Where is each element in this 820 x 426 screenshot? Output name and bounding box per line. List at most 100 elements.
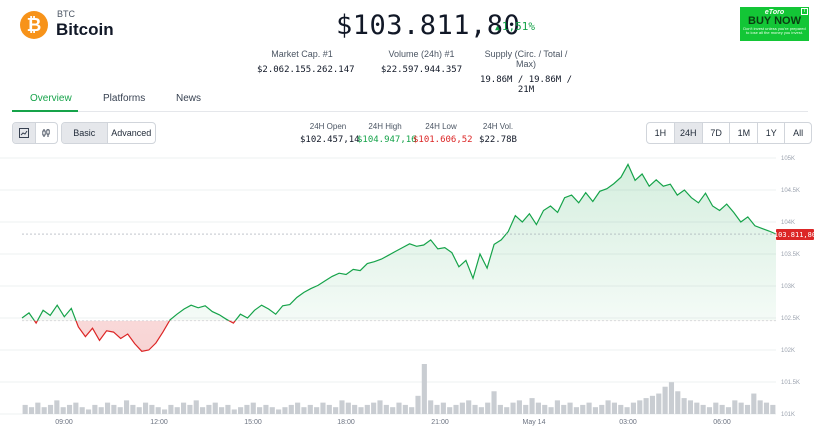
volume-bar bbox=[212, 402, 218, 414]
timeframe-7d-button[interactable]: 7D bbox=[703, 123, 731, 143]
volume-bar bbox=[599, 404, 605, 414]
stat-label: Supply (Circ. / Total / Max) bbox=[484, 49, 568, 69]
volume-bar bbox=[757, 400, 763, 414]
timeframe-1m-button[interactable]: 1M bbox=[730, 123, 759, 143]
ad-cta[interactable]: BUY NOW bbox=[748, 15, 801, 27]
price-change: ▲ 1,51% bbox=[495, 20, 535, 33]
volume-bar bbox=[28, 407, 35, 414]
volume-bar bbox=[225, 404, 231, 414]
volume-bar bbox=[47, 404, 54, 414]
volume-bar bbox=[510, 402, 516, 414]
volume-bar bbox=[98, 407, 104, 414]
ohlc-label: 24H High bbox=[368, 122, 402, 131]
volume-bar bbox=[548, 407, 554, 414]
y-axis-tick-label: 104.5K bbox=[781, 188, 800, 194]
volume-bar bbox=[326, 404, 332, 414]
volume-bar bbox=[155, 407, 161, 414]
volume-bar bbox=[580, 404, 586, 414]
volume-bar bbox=[333, 407, 339, 414]
volume-bar bbox=[706, 407, 713, 414]
volume-bar bbox=[136, 407, 142, 414]
mode-advanced-button[interactable]: Advanced bbox=[111, 128, 152, 138]
volume-bar bbox=[643, 398, 649, 414]
timeframe-1h-button[interactable]: 1H bbox=[647, 123, 675, 143]
volume-bar bbox=[41, 407, 47, 414]
ohlc-value: $104.947,16 bbox=[357, 135, 417, 145]
volume-bar bbox=[288, 404, 294, 414]
volume-bar bbox=[713, 402, 719, 414]
timeframe-24h-button[interactable]: 24H bbox=[674, 123, 703, 143]
volume-bar bbox=[592, 407, 598, 414]
volume-bar bbox=[523, 404, 529, 414]
volume-bar bbox=[377, 400, 383, 414]
volume-bar bbox=[656, 393, 662, 414]
volume-bar bbox=[345, 402, 351, 414]
stat-value: $2.062.155.262.147 bbox=[257, 65, 355, 75]
candlestick-icon[interactable] bbox=[36, 123, 58, 143]
x-axis-tick-label: May 14 bbox=[523, 419, 546, 426]
volume-bar bbox=[200, 407, 206, 414]
volume-bar bbox=[35, 402, 41, 414]
area-fill-down bbox=[34, 320, 236, 352]
volume-bar bbox=[22, 404, 28, 414]
line-chart-icon[interactable] bbox=[13, 123, 36, 143]
current-price: $103.811,80 bbox=[336, 10, 521, 41]
stat-supply: Supply (Circ. / Total / Max) 19.86M / 19… bbox=[477, 49, 575, 95]
up-arrow-icon: ▲ bbox=[495, 23, 500, 32]
volume-bar bbox=[79, 407, 85, 414]
volume-bar bbox=[529, 398, 535, 414]
ad-choices-icon[interactable]: i bbox=[801, 8, 808, 15]
volume-bar bbox=[54, 400, 60, 414]
x-axis-tick-label: 18:00 bbox=[337, 419, 355, 426]
volume-bar bbox=[624, 407, 630, 414]
volume-bar bbox=[573, 407, 579, 414]
volume-bar bbox=[117, 407, 123, 414]
volume-bar bbox=[339, 400, 345, 414]
tab-overview[interactable]: Overview bbox=[30, 93, 72, 104]
volume-bar bbox=[630, 402, 637, 414]
volume-bar bbox=[738, 402, 744, 414]
ad-disclaimer: Don't invest unless you're prepared to l… bbox=[743, 26, 806, 35]
price-chart[interactable]: 105K 104.5K 104K 103.5K 103K 102.5K 102K 101.5K… bbox=[0, 148, 820, 426]
volume-bar bbox=[307, 404, 313, 414]
volume-bar bbox=[694, 402, 700, 414]
mode-basic-button[interactable]: Basic bbox=[62, 123, 108, 143]
volume-bar bbox=[238, 407, 244, 414]
volume-bar bbox=[763, 402, 770, 414]
chart-type-toggle bbox=[12, 122, 58, 144]
tab-news[interactable]: News bbox=[176, 93, 202, 104]
volume-bar bbox=[535, 402, 541, 414]
volume-bar bbox=[605, 400, 611, 414]
tab-platforms[interactable]: Platforms bbox=[103, 93, 146, 104]
volume-bar bbox=[637, 400, 643, 414]
volume-bar bbox=[181, 402, 187, 414]
volume-bar bbox=[123, 400, 130, 414]
ohlc-value: $102.457,14 bbox=[300, 135, 360, 145]
volume-bar bbox=[301, 407, 307, 414]
volume-bar bbox=[149, 404, 155, 414]
volume-bar bbox=[744, 404, 751, 414]
x-axis-tick-label: 21:00 bbox=[431, 419, 449, 426]
volume-bar bbox=[130, 404, 136, 414]
volume-bar bbox=[66, 404, 73, 414]
timeframe-all-button[interactable]: All bbox=[793, 128, 804, 138]
stat-value: 19.86M / 19.86M / 21M bbox=[479, 75, 573, 95]
volume-bar bbox=[675, 391, 681, 414]
volume-bar bbox=[358, 407, 364, 414]
x-axis-tick-label: 03:00 bbox=[619, 419, 637, 426]
area-fill-up bbox=[22, 164, 776, 321]
stat-label: Volume (24h) #1 bbox=[388, 49, 455, 59]
volume-bar bbox=[193, 400, 199, 414]
volume-bar bbox=[269, 407, 275, 414]
volume-bar bbox=[434, 404, 440, 414]
volume-bar bbox=[295, 402, 301, 414]
volume-bar bbox=[409, 407, 415, 414]
volume-bar bbox=[459, 402, 465, 414]
y-axis-tick-label: 102K bbox=[781, 348, 795, 354]
timeframe-1y-button[interactable]: 1Y bbox=[758, 123, 786, 143]
x-axis-tick-label: 06:00 bbox=[713, 419, 731, 426]
volume-bar bbox=[111, 404, 117, 414]
volume-bar bbox=[662, 386, 668, 414]
volume-bar bbox=[161, 409, 168, 414]
etoro-ad-banner[interactable]: i eToro BUY NOW Don't invest unless you'… bbox=[740, 7, 809, 41]
